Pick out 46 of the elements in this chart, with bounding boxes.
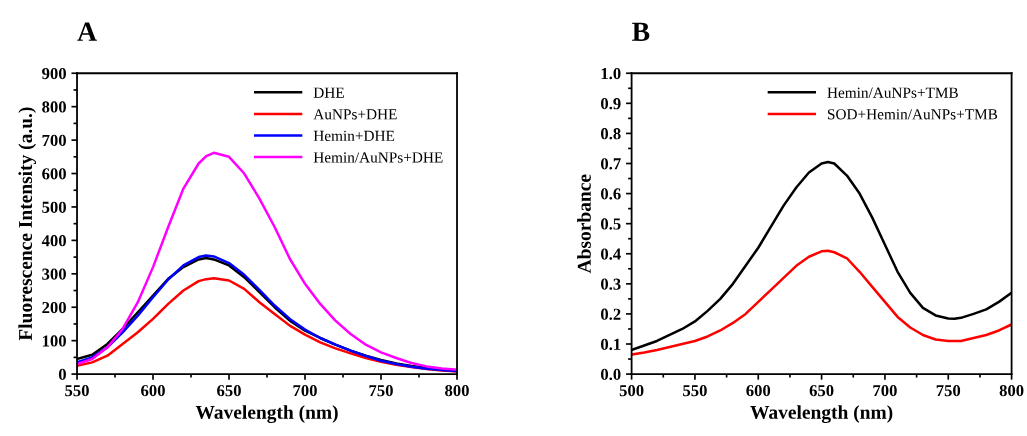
y-tick-label: 0.3 (600, 278, 621, 290)
x-tick-label: 700 (873, 384, 897, 397)
y-tick-label: 300 (42, 268, 66, 280)
y-tick-label: 800 (42, 101, 66, 113)
y-tick-label: 100 (42, 335, 66, 347)
y-tick-label: 1.0 (601, 67, 621, 80)
x-tick-label: 500 (619, 384, 644, 397)
x-tick-label: 750 (369, 384, 393, 397)
legend-label: Hemin+DHE (313, 130, 395, 142)
chart-title: A (77, 22, 97, 41)
x-tick-label: 800 (445, 384, 469, 397)
legend-label: SOD+Hemin/AuNPs+TMB (827, 109, 998, 120)
x-tick-label: 800 (999, 384, 1024, 397)
y-tick-label: 0.4 (600, 248, 621, 260)
y-tick-label: 0.0 (600, 368, 621, 381)
x-tick-label: 550 (65, 384, 89, 397)
y-tick-label: 600 (42, 168, 66, 180)
y-tick-label: 200 (42, 301, 66, 314)
y-tick-label: 0 (58, 368, 66, 381)
x-axis-title: Wavelength (nm) (195, 405, 338, 423)
y-axis-title: Absorbance (577, 174, 591, 274)
x-tick-label: 750 (936, 384, 961, 397)
x-tick-label: 600 (746, 384, 771, 397)
y-axis-title: Fluorescence Intensity (a.u.) (18, 107, 37, 341)
y-tick-label: 400 (41, 235, 66, 247)
y-tick-label: 0.7 (600, 158, 621, 170)
chart-title: B (632, 22, 650, 41)
x-tick-label: 650 (217, 384, 241, 397)
legend-label: DHE (313, 87, 344, 98)
y-tick-label: 0.6 (600, 188, 621, 200)
x-tick-label: 550 (683, 384, 707, 397)
y-tick-label: 0.8 (600, 128, 621, 140)
legend-label: Hemin/AuNPs+TMB (827, 87, 958, 98)
x-axis-title: Wavelength (nm) (750, 405, 893, 423)
y-tick-label: 700 (42, 134, 66, 147)
y-tick-label: 0.5 (600, 218, 621, 230)
x-tick-label: 600 (141, 384, 165, 397)
x-tick-label: 650 (809, 384, 834, 397)
x-tick-label: 700 (293, 384, 317, 397)
y-tick-label: 0.1 (600, 338, 621, 351)
y-tick-label: 0.9 (600, 98, 621, 110)
legend-label: Hemin/AuNPs+DHE (313, 152, 443, 163)
legend-label: AuNPs+DHE (313, 109, 397, 120)
y-tick-label: 0.2 (600, 308, 621, 320)
y-tick-label: 900 (42, 67, 66, 80)
y-tick-label: 500 (42, 201, 66, 213)
